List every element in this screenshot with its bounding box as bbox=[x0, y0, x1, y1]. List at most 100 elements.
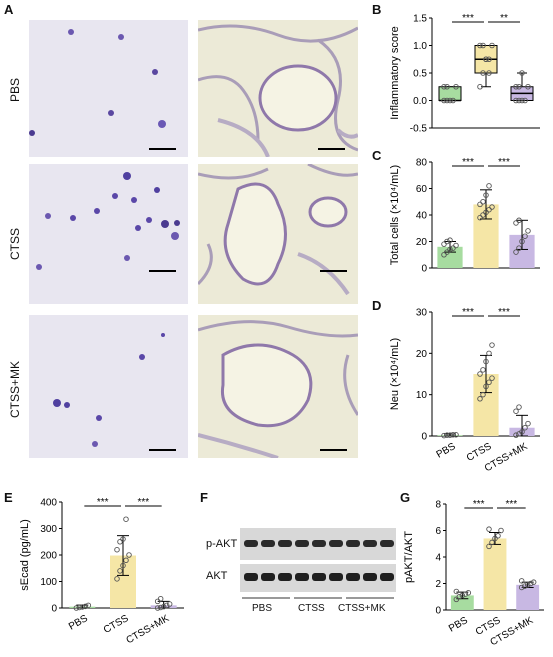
panel-f-western-blot: p-AKT AKT PBS CTSS CTSS+MK bbox=[200, 508, 396, 628]
y-axis-label: Total cells (×10⁴/mL) bbox=[389, 165, 401, 265]
scale-bar bbox=[320, 449, 347, 451]
lung-tissue-drawing bbox=[198, 164, 358, 296]
row-label-ctss: CTSS bbox=[8, 227, 22, 260]
data-point bbox=[527, 580, 534, 587]
data-point bbox=[483, 383, 489, 390]
y-axis-label: Inflammatory score bbox=[389, 26, 401, 120]
y-axis-label: sEcad (pg/mL) bbox=[19, 519, 31, 591]
y-tick-label: 0 bbox=[51, 604, 57, 615]
data-point bbox=[79, 604, 86, 610]
bar bbox=[483, 538, 507, 610]
data-point bbox=[486, 350, 492, 357]
data-point bbox=[489, 42, 495, 49]
data-point bbox=[483, 192, 489, 198]
data-point bbox=[489, 375, 495, 381]
y-tick-label: 40 bbox=[416, 211, 428, 222]
data-point bbox=[453, 242, 459, 249]
data-point bbox=[447, 246, 453, 253]
panel-letter-g: G bbox=[400, 490, 411, 505]
data-point bbox=[519, 238, 525, 245]
data-point bbox=[480, 70, 486, 76]
blot-band-pakt bbox=[244, 540, 258, 547]
data-point bbox=[498, 527, 504, 534]
chart-total-cells: 0 20 40 60 80 Total cells (×10⁴/mL) *** *** bbox=[389, 157, 540, 275]
data-point bbox=[477, 396, 483, 402]
blot-band-pakt bbox=[329, 540, 343, 547]
data-point bbox=[486, 543, 492, 550]
significance-label: *** bbox=[97, 497, 109, 508]
data-point bbox=[483, 358, 489, 365]
row-label-pbs: PBS bbox=[8, 77, 22, 102]
data-point bbox=[522, 424, 528, 431]
data-point bbox=[160, 603, 167, 610]
blot-band-akt bbox=[380, 573, 394, 581]
blot-band-akt bbox=[295, 573, 309, 581]
data-point bbox=[513, 220, 519, 226]
data-point bbox=[120, 562, 126, 569]
y-tick-label: 1.0 bbox=[413, 41, 427, 52]
y-tick-label: 0 bbox=[421, 432, 427, 443]
lung-histology-ctss bbox=[198, 164, 358, 304]
significance-label: *** bbox=[137, 497, 149, 508]
blot-band-akt bbox=[244, 573, 258, 581]
data-point bbox=[489, 204, 495, 210]
data-point bbox=[513, 249, 519, 255]
cytospin-image-pbs bbox=[29, 20, 188, 157]
y-tick-label: 4 bbox=[435, 553, 441, 564]
data-point bbox=[477, 83, 483, 90]
y-tick-label: 0 bbox=[421, 264, 427, 275]
data-point bbox=[120, 536, 126, 542]
data-point bbox=[480, 199, 486, 205]
significance-label: *** bbox=[462, 13, 474, 24]
data-point bbox=[123, 516, 129, 522]
x-tick-label: PBS bbox=[447, 615, 470, 635]
data-point bbox=[486, 70, 492, 76]
data-point bbox=[444, 238, 450, 245]
data-point bbox=[489, 342, 495, 348]
data-point bbox=[486, 379, 492, 386]
data-point bbox=[480, 42, 486, 49]
significance-label: *** bbox=[505, 499, 517, 510]
data-point bbox=[516, 217, 522, 224]
scale-bar bbox=[318, 148, 345, 150]
data-point bbox=[73, 605, 80, 611]
data-point bbox=[489, 539, 495, 546]
row-label-ctss-mk: CTSS+MK bbox=[8, 360, 22, 418]
data-point bbox=[521, 583, 528, 589]
data-point bbox=[117, 539, 123, 545]
blot-band-pakt bbox=[346, 540, 360, 547]
y-tick-label: 1.5 bbox=[413, 14, 427, 25]
blot-band-akt bbox=[278, 573, 292, 581]
data-point bbox=[522, 233, 528, 239]
significance-label: *** bbox=[473, 499, 485, 510]
data-point bbox=[447, 97, 453, 104]
data-point bbox=[462, 591, 469, 597]
data-point bbox=[519, 97, 525, 104]
blot-band-akt bbox=[363, 573, 377, 581]
data-point bbox=[486, 183, 492, 189]
data-point bbox=[480, 367, 486, 373]
data-point bbox=[522, 97, 528, 104]
data-point bbox=[513, 408, 519, 414]
blot-band-pakt bbox=[312, 540, 326, 547]
data-point bbox=[123, 557, 129, 564]
blot-band-pakt bbox=[295, 540, 309, 547]
scale-bar bbox=[149, 148, 176, 150]
data-point bbox=[513, 83, 519, 90]
data-point bbox=[450, 97, 456, 104]
lung-tissue-drawing bbox=[198, 24, 358, 157]
y-tick-label: 300 bbox=[40, 524, 57, 535]
scale-bar bbox=[149, 270, 176, 272]
data-point bbox=[495, 533, 501, 539]
data-point bbox=[447, 237, 453, 243]
y-tick-label: 20 bbox=[416, 237, 428, 248]
y-tick-label: 6 bbox=[435, 526, 441, 537]
blot-band-pakt bbox=[278, 540, 292, 547]
data-point bbox=[530, 579, 537, 585]
blot-group-ctss: CTSS bbox=[298, 603, 325, 614]
lung-tissue-drawing bbox=[198, 320, 358, 458]
x-tick-label: CTSS bbox=[102, 613, 131, 636]
blot-label-pakt: p-AKT bbox=[206, 538, 238, 550]
data-point bbox=[154, 605, 161, 611]
